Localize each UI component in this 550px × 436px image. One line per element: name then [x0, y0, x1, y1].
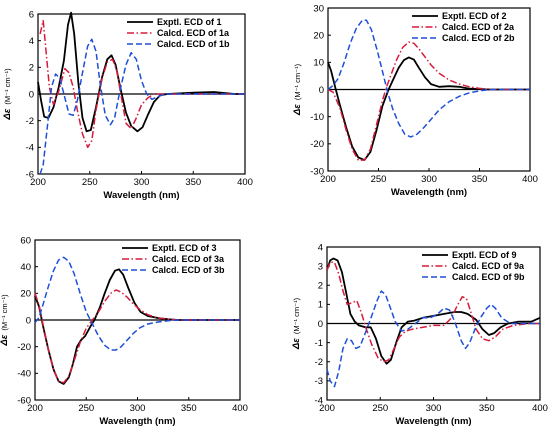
chart-panel-1: 200 250 300 350 400 -6 -4 -2 0 2 4 6 Wavelength (nm)…: [2, 9, 253, 201]
legend-label: Calcd. ECD of 3b: [152, 265, 225, 275]
x-tick-label: 350: [479, 403, 495, 414]
y-tick-label: 4: [318, 242, 323, 253]
x-tick-label: 300: [134, 177, 150, 188]
y-axis-title: Δε (M⁻¹ cm⁻¹): [292, 63, 303, 116]
y-tick-label: -3: [315, 376, 323, 387]
x-axis-title: Wavelength (nm): [395, 416, 471, 427]
y-axis-symbol: Δε: [0, 334, 10, 346]
y-tick-label: 20: [20, 289, 31, 300]
y-tick-label: 60: [20, 235, 31, 246]
y-tick-label: -6: [26, 169, 34, 180]
y-axis-title: Δε (M⁻¹ cm⁻¹): [291, 297, 302, 350]
y-tick-label: 20: [313, 30, 324, 41]
x-tick-label: 350: [181, 403, 197, 414]
series-line-1: [34, 268, 240, 385]
y-tick-label: -4: [315, 395, 323, 406]
y-tick-label: -2: [315, 357, 323, 368]
y-tick-label: 1: [318, 300, 323, 311]
x-tick-label: 300: [130, 403, 146, 414]
y-axis-unit: (M⁻¹ cm⁻¹): [3, 68, 12, 105]
y-axis-unit: (M⁻¹ cm⁻¹): [293, 63, 302, 100]
legend-label: Calcd. ECD of 3a: [152, 254, 225, 264]
x-tick-label: 350: [472, 174, 488, 185]
series-line-2: [326, 261, 540, 363]
x-tick-label: 250: [78, 403, 94, 414]
chart-panel-2: 200 250 300 350 400 -30 -20 -10 0 10 20 30 Wavelengt…: [292, 3, 538, 198]
y-axis-symbol: Δε: [292, 104, 303, 116]
y-tick-label: -1: [315, 338, 323, 349]
x-tick-label: 200: [320, 174, 336, 185]
legend-label: Calcd. ECD of 2a: [442, 22, 515, 32]
y-tick-label: 40: [20, 262, 31, 273]
legend-label: Calcd. ECD of 9b: [452, 272, 525, 282]
legend-label: Exptl. ECD of 1: [157, 17, 222, 27]
x-tick-label: 200: [27, 403, 43, 414]
y-tick-label: 0: [29, 89, 34, 100]
x-tick-label: 350: [185, 177, 201, 188]
y-tick-label: 0: [319, 85, 324, 96]
chart-panel-4: 200 250 300 350 400 -4 -3 -2 -1 0 1 2 3 4 Wavelength (…: [291, 242, 548, 427]
legend-label: Calcd. ECD of 2b: [442, 33, 515, 43]
y-tick-label: -60: [17, 395, 31, 406]
y-tick-label: 10: [313, 58, 324, 69]
legend-label: Exptl. ECD of 9: [452, 250, 517, 260]
x-tick-label: 200: [30, 177, 46, 188]
series-line-2: [39, 19, 245, 149]
y-tick-label: 2: [29, 63, 34, 74]
x-tick-label: 250: [372, 403, 388, 414]
x-tick-label: 400: [532, 403, 548, 414]
x-tick-label: 250: [82, 177, 98, 188]
legend-label: Calcd. ECD of 1b: [157, 39, 230, 49]
x-tick-label: 200: [319, 403, 335, 414]
y-tick-label: -20: [17, 342, 31, 353]
y-tick-label: -10: [310, 112, 324, 123]
y-tick-label: 30: [313, 3, 324, 14]
legend-label: Calcd. ECD of 9a: [452, 261, 525, 271]
x-tick-label: 300: [421, 174, 437, 185]
y-tick-label: -30: [310, 166, 324, 177]
series-line-2: [327, 41, 530, 161]
x-tick-label: 400: [237, 177, 253, 188]
series-line-3: [327, 19, 530, 138]
legend-label: Calcd. ECD of 1a: [157, 28, 230, 38]
series-line-3: [39, 38, 245, 175]
x-axis-title: Wavelength (nm): [99, 416, 175, 427]
y-tick-label: 2: [318, 281, 323, 292]
y-axis-symbol: Δε: [291, 338, 302, 350]
series-line-2: [34, 289, 240, 384]
y-tick-label: 0: [26, 315, 31, 326]
legend-label: Exptl. ECD of 2: [442, 11, 507, 21]
x-axis-title: Wavelength (nm): [391, 187, 467, 198]
chart-panel-3: 200 250 300 350 400 -60 -40 -20 0 20 40 60 Wavelengt…: [0, 235, 248, 427]
x-tick-label: 250: [371, 174, 387, 185]
y-tick-label: 0: [318, 319, 323, 330]
x-tick-label: 400: [522, 174, 538, 185]
y-axis-symbol: Δε: [2, 108, 13, 120]
x-tick-label: 400: [232, 403, 248, 414]
y-tick-label: -4: [26, 143, 34, 154]
x-axis-title: Wavelength (nm): [103, 190, 179, 201]
y-tick-label: -40: [17, 369, 31, 380]
x-tick-label: 300: [426, 403, 442, 414]
y-axis-title: Δε (M⁻¹ cm⁻¹): [2, 68, 13, 121]
y-tick-label: -20: [310, 139, 324, 150]
series-line-3: [326, 290, 540, 388]
series-line-1: [327, 56, 530, 161]
legend-label: Exptl. ECD of 3: [152, 243, 217, 253]
y-tick-label: 4: [29, 36, 34, 47]
y-tick-label: -2: [26, 116, 34, 127]
series-line-3: [34, 256, 240, 351]
y-axis-unit: (M⁻¹ cm⁻¹): [0, 294, 9, 331]
y-tick-label: 3: [318, 261, 323, 272]
y-axis-title: Δε (M⁻¹ cm⁻¹): [0, 294, 10, 347]
y-tick-label: 6: [29, 9, 34, 20]
y-axis-unit: (M⁻¹ cm⁻¹): [292, 297, 301, 334]
